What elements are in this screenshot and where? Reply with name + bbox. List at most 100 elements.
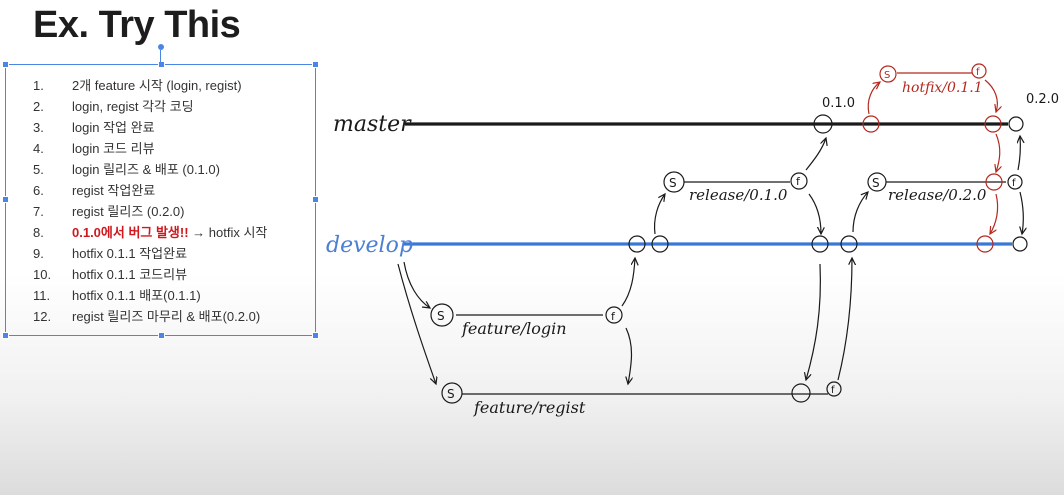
finish-marker: [971, 63, 987, 79]
step-number: 12.: [33, 309, 52, 324]
resize-handle-bottom-right[interactable]: [312, 332, 319, 339]
step-item: 4. login 코드 리뷰: [6, 138, 317, 159]
finish-marker-letter: f: [611, 310, 616, 323]
commit-circle: [840, 235, 858, 253]
resize-handle-bottom-left[interactable]: [2, 332, 9, 339]
step-number: 10.: [33, 267, 52, 282]
step-number: 6.: [33, 183, 44, 198]
step-number: 5.: [33, 162, 44, 177]
step-number: 3.: [33, 120, 44, 135]
rotate-handle-line: [160, 50, 161, 64]
step-text: login, regist 각각 코딩: [72, 99, 194, 114]
step-item: 11. hotfix 0.1.1 배포(0.1.1): [6, 285, 317, 306]
step-item: 3. login 작업 완료: [6, 117, 317, 138]
hotfix-arrow: [990, 193, 999, 234]
finish-marker-letter: f: [796, 175, 801, 188]
merge-arrow: [626, 327, 632, 384]
merge-arrow: [621, 258, 635, 307]
step-item: 6. regist 작업완료: [6, 180, 317, 201]
step-text: 2개 feature 시작 (login, regist): [72, 78, 242, 93]
finish-marker-letter: f: [976, 67, 980, 78]
step-item: 5. login 릴리즈 & 배포 (0.1.0): [6, 159, 317, 180]
step-text: regist 릴리즈 (0.2.0): [72, 204, 185, 219]
step-number: 8.: [33, 225, 44, 240]
commit-circle: [984, 115, 1002, 133]
rotate-handle[interactable]: [158, 44, 164, 50]
merge-arrow: [808, 193, 821, 234]
resize-handle-bottom-center[interactable]: [158, 332, 165, 339]
step-number: 4.: [33, 141, 44, 156]
commit-circle: [1012, 236, 1028, 252]
step-item: 1. 2개 feature 시작 (login, regist): [6, 75, 317, 96]
merge-arrow: [1018, 136, 1020, 171]
step-text: hotfix 0.1.1 작업완료: [72, 246, 188, 261]
resize-handle-middle-left[interactable]: [2, 196, 9, 203]
feature-regist-label: feature/regist: [473, 398, 586, 417]
step-text: login 작업 완료: [72, 120, 155, 135]
step-highlight-text: 0.1.0에서 버그 발생!!: [72, 225, 189, 240]
commit-circle: [976, 235, 994, 253]
start-marker-letter: S: [669, 176, 677, 190]
commit-circle: [985, 173, 1003, 191]
feature-login-label: feature/login: [461, 319, 567, 338]
steps-text-box[interactable]: 1. 2개 feature 시작 (login, regist) 2. login,…: [2, 61, 319, 339]
step-item: 2. login, regist 각각 코딩: [6, 96, 317, 117]
commit-circle: [651, 235, 669, 253]
resize-handle-top-left[interactable]: [2, 61, 9, 68]
finish-marker: [1007, 174, 1023, 190]
step-text: → hotfix 시작: [188, 225, 268, 240]
hotfix-arrow: [984, 79, 997, 112]
hotfix-arrow: [867, 82, 880, 115]
start-marker-letter: S: [447, 387, 455, 401]
finish-marker-letter: f: [1012, 178, 1016, 189]
step-item: 12. regist 릴리즈 마무리 & 배포(0.2.0): [6, 306, 317, 327]
step-text: hotfix 0.1.1 배포(0.1.1): [72, 288, 201, 303]
branch-arrow: [403, 261, 430, 308]
commit-circle: [811, 235, 829, 253]
finish-marker: [790, 172, 808, 190]
step-item: 10. hotfix 0.1.1 코드리뷰: [6, 264, 317, 285]
branch-arrow: [397, 263, 436, 384]
develop-label: develop: [326, 233, 413, 258]
start-marker-letter: S: [884, 70, 890, 81]
step-text: regist 작업완료: [72, 183, 156, 198]
merge-arrow: [806, 263, 821, 380]
step-text: regist 릴리즈 마무리 & 배포(0.2.0): [72, 309, 261, 324]
hotfix-label: hotfix/0.1.1: [902, 80, 983, 96]
step-number: 7.: [33, 204, 44, 219]
commit-circle: [791, 383, 811, 403]
merge-arrow: [805, 138, 826, 171]
step-item: 7. regist 릴리즈 (0.2.0): [6, 201, 317, 222]
release-010-label: release/0.1.0: [689, 186, 788, 204]
branch-arrow: [852, 192, 868, 233]
hotfix-arrow: [996, 133, 1000, 172]
page-title: Ex. Try This: [33, 4, 241, 46]
finish-marker-letter: f: [831, 385, 835, 396]
merge-arrow: [1020, 191, 1023, 234]
branch-arrow: [653, 194, 665, 235]
start-marker: [441, 382, 463, 404]
step-text: login 코드 리뷰: [72, 141, 155, 156]
start-marker: [663, 171, 685, 193]
resize-handle-middle-right[interactable]: [312, 196, 319, 203]
commit-circle: [862, 115, 880, 133]
commit-circle: [1008, 116, 1024, 132]
step-item: 8. 0.1.0에서 버그 발생!! → hotfix 시작: [6, 222, 317, 243]
step-number: 2.: [33, 99, 44, 114]
start-marker-letter: S: [872, 176, 880, 190]
finish-marker: [826, 381, 842, 397]
master-label: master: [333, 112, 412, 137]
step-text: login 릴리즈 & 배포 (0.1.0): [72, 162, 220, 177]
step-item: 9. hotfix 0.1.1 작업완료: [6, 243, 317, 264]
merge-arrow: [837, 258, 852, 381]
release-020-label: release/0.2.0: [888, 186, 987, 204]
commit-circle: [813, 114, 833, 134]
resize-handle-top-center[interactable]: [158, 61, 165, 68]
step-number: 11.: [33, 288, 51, 303]
finish-marker: [605, 306, 623, 324]
step-number: 9.: [33, 246, 44, 261]
step-number: 1.: [33, 78, 44, 93]
start-marker: [867, 172, 887, 192]
tag-0-1-0: 0.1.0: [822, 96, 855, 111]
resize-handle-top-right[interactable]: [312, 61, 319, 68]
